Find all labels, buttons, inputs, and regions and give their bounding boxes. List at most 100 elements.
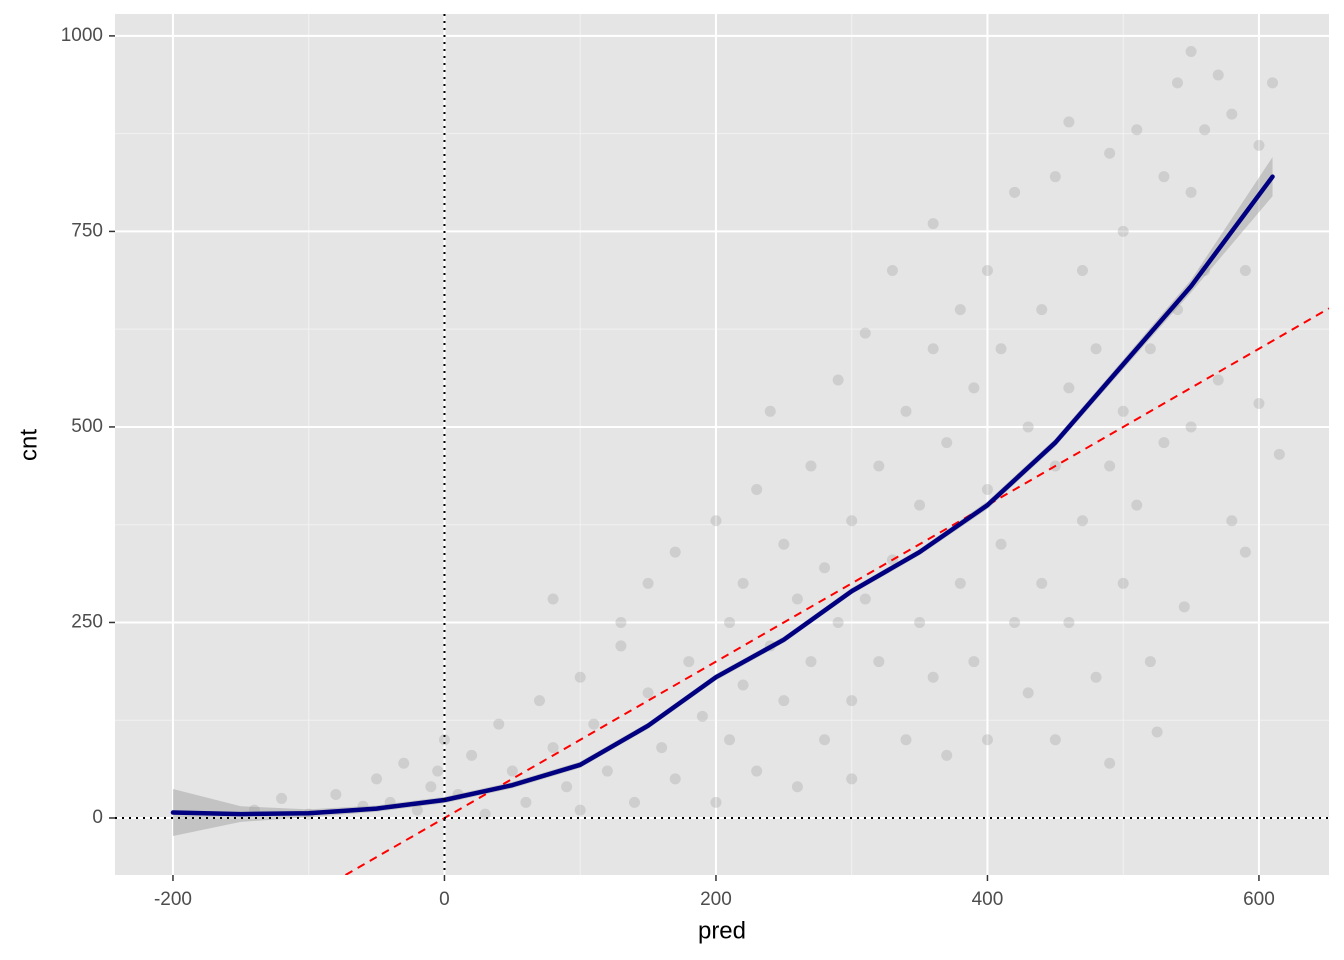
point [981, 734, 993, 746]
point [941, 749, 953, 761]
plot-area [115, 14, 1329, 875]
reference-line [343, 307, 1329, 875]
y-tick-label: 750 [71, 220, 103, 241]
point [1131, 499, 1143, 511]
point [561, 781, 573, 793]
point [330, 789, 342, 801]
x-axis-title: pred [698, 917, 746, 944]
point [1063, 616, 1075, 628]
point [601, 765, 613, 777]
point [710, 796, 722, 808]
y-tick-label: 500 [71, 416, 103, 437]
point [432, 765, 444, 777]
point [669, 773, 681, 785]
point [1185, 186, 1197, 198]
point [1076, 265, 1088, 277]
point [1049, 734, 1061, 746]
point [642, 577, 654, 589]
point [1117, 225, 1129, 237]
point [1226, 515, 1238, 527]
point [1253, 139, 1265, 151]
point [886, 265, 898, 277]
point [656, 742, 668, 754]
point [819, 734, 831, 746]
point [981, 484, 993, 496]
point [1090, 343, 1102, 355]
point [683, 656, 695, 668]
point [1267, 77, 1279, 89]
point [1022, 421, 1034, 433]
point [629, 796, 641, 808]
point [1239, 265, 1251, 277]
x-tick-label: 400 [972, 889, 1004, 910]
point [724, 734, 736, 746]
point [941, 437, 953, 449]
point [1009, 616, 1021, 628]
point [1117, 577, 1129, 589]
axes: -200 0 200 400 600 0 250 500 750 1000 [61, 25, 1275, 910]
point [1117, 405, 1129, 417]
point [737, 577, 749, 589]
point [506, 765, 518, 777]
panel-background [115, 14, 1329, 875]
point [547, 593, 559, 605]
point [1185, 421, 1197, 433]
point [493, 718, 505, 730]
point [1144, 343, 1156, 355]
point [900, 734, 912, 746]
point [371, 773, 383, 785]
point [954, 304, 966, 316]
point [1063, 382, 1075, 394]
point [859, 593, 871, 605]
point [724, 616, 736, 628]
point [846, 773, 858, 785]
point [791, 781, 803, 793]
point [1226, 108, 1238, 120]
point [1131, 124, 1143, 136]
point [1104, 460, 1116, 472]
x-tick-label: 0 [439, 889, 450, 910]
point [1253, 397, 1265, 409]
point [1158, 171, 1170, 183]
point [438, 734, 450, 746]
point [1049, 171, 1061, 183]
point [832, 374, 844, 386]
smooth-line [170, 174, 1275, 817]
point [927, 343, 939, 355]
point [574, 804, 586, 816]
grid [115, 14, 1329, 875]
point [520, 796, 532, 808]
point [642, 687, 654, 699]
point [900, 405, 912, 417]
point [574, 671, 586, 683]
point [615, 640, 627, 652]
point [1273, 448, 1285, 460]
point [1009, 186, 1021, 198]
point [398, 757, 410, 769]
point [1199, 124, 1211, 136]
point [466, 749, 478, 761]
point [1212, 69, 1224, 81]
point [737, 679, 749, 691]
y-tick-label: 0 [92, 807, 103, 828]
point [411, 804, 423, 816]
point [968, 382, 980, 394]
point [1063, 116, 1075, 128]
point [995, 538, 1007, 550]
point [1104, 147, 1116, 159]
point [873, 460, 885, 472]
point [751, 765, 763, 777]
point [751, 484, 763, 496]
point [778, 538, 790, 550]
point [276, 792, 288, 804]
point [1239, 546, 1251, 558]
point [1144, 656, 1156, 668]
point [846, 515, 858, 527]
point [927, 671, 939, 683]
point [805, 460, 817, 472]
point [1212, 374, 1224, 386]
point [1151, 726, 1163, 738]
point [995, 343, 1007, 355]
point [778, 695, 790, 707]
